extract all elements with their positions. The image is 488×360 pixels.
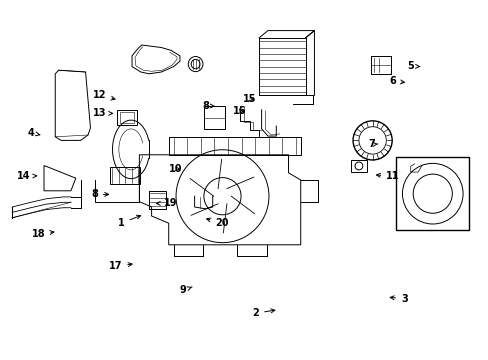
Bar bbox=[117, 110, 137, 125]
Text: 2: 2 bbox=[252, 308, 274, 318]
Text: 4: 4 bbox=[27, 128, 40, 138]
Text: 16: 16 bbox=[232, 106, 246, 116]
Bar bbox=[350, 160, 366, 172]
Bar bbox=[110, 167, 140, 184]
Text: 19: 19 bbox=[156, 198, 177, 208]
Text: 6: 6 bbox=[388, 76, 404, 86]
Text: 9: 9 bbox=[180, 285, 192, 295]
Text: 10: 10 bbox=[169, 164, 183, 174]
Text: 15: 15 bbox=[242, 94, 256, 104]
Text: 8: 8 bbox=[91, 189, 108, 199]
Text: 11: 11 bbox=[376, 171, 399, 181]
Text: 5: 5 bbox=[407, 61, 419, 71]
Text: 3: 3 bbox=[389, 294, 407, 304]
Text: 8: 8 bbox=[202, 101, 214, 111]
Text: 7: 7 bbox=[367, 139, 377, 149]
Text: 20: 20 bbox=[206, 218, 228, 228]
Text: 18: 18 bbox=[32, 229, 54, 239]
Bar bbox=[204, 106, 224, 129]
Text: 14: 14 bbox=[17, 171, 37, 181]
Text: 1: 1 bbox=[118, 215, 141, 228]
Text: 13: 13 bbox=[93, 108, 112, 118]
Text: 17: 17 bbox=[108, 261, 132, 271]
Bar bbox=[395, 157, 468, 230]
Bar bbox=[120, 112, 134, 123]
Text: 12: 12 bbox=[93, 90, 115, 100]
